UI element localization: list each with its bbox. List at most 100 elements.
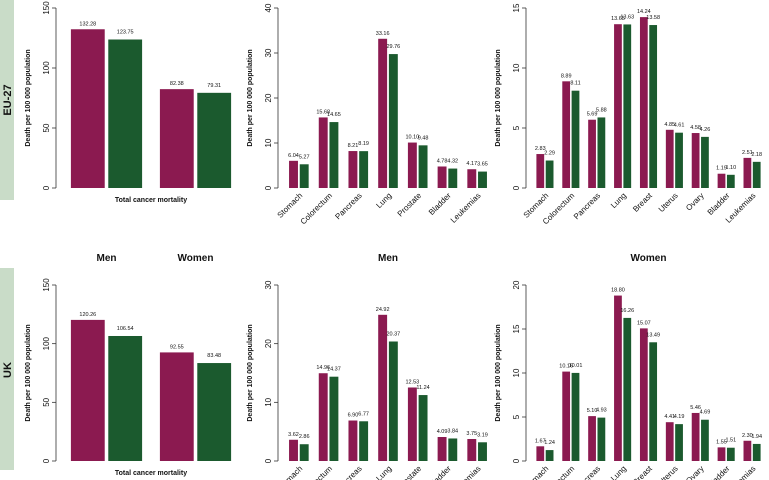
category-label: Pancreas: [333, 464, 363, 480]
bar: [726, 447, 735, 461]
bar: [108, 39, 143, 188]
bar: [359, 421, 369, 461]
x-axis-label: Total cancer mortality: [115, 197, 187, 204]
bar: [597, 417, 606, 461]
bar: [562, 81, 571, 188]
bar: [571, 372, 580, 461]
value-label: 29.76: [386, 44, 400, 50]
value-label: 4.61: [674, 123, 685, 129]
panel-title: Women: [631, 253, 667, 264]
category-label: Pancreas: [333, 191, 363, 221]
value-label: 5.10: [587, 408, 598, 414]
category-label: Bladder: [427, 464, 453, 480]
category-label: Prostate: [396, 191, 424, 219]
row-label: UK: [2, 362, 14, 378]
value-label: 11.24: [416, 385, 429, 391]
bar: [536, 446, 545, 461]
bar: [701, 136, 709, 188]
x-axis-label: Total cancer mortality: [115, 470, 187, 477]
bar: [318, 373, 328, 461]
value-label: 14.37: [327, 367, 341, 373]
value-label: 3.19: [477, 432, 488, 438]
bar: [675, 132, 683, 188]
value-label: 4.09: [437, 429, 448, 435]
bar: [649, 25, 658, 189]
category-label: Breast: [631, 191, 654, 214]
category-label: Lung: [609, 464, 628, 480]
bar: [197, 92, 232, 188]
value-label: 4.58: [690, 125, 701, 131]
bar: [665, 422, 674, 461]
value-label: 4.32: [447, 159, 458, 165]
bar: [562, 371, 571, 461]
bar: [588, 119, 596, 188]
bar: [437, 166, 447, 188]
y-tick-label: 0: [512, 458, 521, 463]
value-label: 18.80: [611, 288, 625, 294]
value-label: 33.16: [376, 31, 390, 37]
y-tick-label: 15: [512, 3, 521, 12]
bar: [197, 363, 232, 461]
y-tick-label: 15: [512, 324, 521, 333]
category-label: Uterus: [657, 464, 680, 480]
value-label: 2.18: [751, 152, 762, 158]
value-label: 5.27: [299, 154, 310, 160]
y-tick-label: 10: [512, 63, 521, 72]
value-label: 16.26: [620, 308, 634, 314]
bar: [159, 89, 194, 188]
y-axis-label: Death per 100 000 population: [495, 49, 502, 146]
value-label: 3.65: [477, 162, 488, 168]
bar: [299, 444, 309, 461]
bar: [726, 174, 735, 188]
bar: [437, 437, 447, 461]
bar: [418, 395, 428, 461]
value-label: 2.83: [535, 146, 546, 152]
y-tick-label: 10: [512, 368, 521, 377]
value-label: 6.77: [358, 411, 369, 417]
value-label: 12.53: [405, 379, 419, 385]
value-label: 123.75: [117, 30, 134, 36]
category-label: Leukemias: [449, 191, 483, 225]
bar: [378, 314, 388, 461]
value-label: 3.75: [466, 431, 477, 437]
value-label: 4.26: [700, 127, 711, 133]
bar: [743, 157, 752, 188]
category-label: Ovary: [684, 191, 705, 212]
y-tick-label: 150: [42, 278, 51, 292]
category-label: Colorectum: [299, 464, 335, 480]
value-label: 2.30: [742, 433, 753, 439]
y-tick-label: 50: [42, 397, 51, 406]
bar: [348, 420, 358, 461]
y-tick-label: 5: [512, 125, 521, 130]
value-label: 5.46: [690, 405, 701, 411]
value-label: 20.37: [386, 331, 400, 337]
row-strip: [0, 268, 14, 470]
y-axis-label: Death per 100 000 population: [247, 324, 254, 421]
row-strip: [0, 0, 14, 200]
value-label: 82.38: [170, 81, 184, 87]
value-label: 13.65: [611, 16, 625, 22]
value-label: 4.41: [664, 414, 675, 420]
category-label: Breast: [631, 464, 654, 480]
category-label: Lung: [374, 191, 393, 210]
y-tick-label: 0: [512, 185, 521, 190]
value-label: 9.48: [418, 135, 429, 141]
y-tick-label: 10: [264, 138, 273, 147]
bar: [691, 133, 700, 188]
bar: [407, 142, 417, 188]
y-tick-label: 5: [512, 414, 521, 419]
bar: [289, 439, 298, 461]
value-label: 14.65: [327, 112, 341, 118]
value-label: 24.92: [376, 307, 390, 313]
value-label: 120.26: [79, 312, 96, 318]
value-label: 5.88: [596, 107, 607, 113]
value-label: 10.16: [559, 364, 573, 370]
value-label: 1.94: [751, 434, 762, 440]
category-label: Bladder: [706, 464, 732, 480]
y-tick-label: 100: [42, 61, 51, 75]
y-tick-label: 0: [42, 185, 51, 190]
bar: [289, 160, 298, 188]
value-label: 3.62: [288, 432, 299, 438]
bar: [752, 443, 761, 461]
